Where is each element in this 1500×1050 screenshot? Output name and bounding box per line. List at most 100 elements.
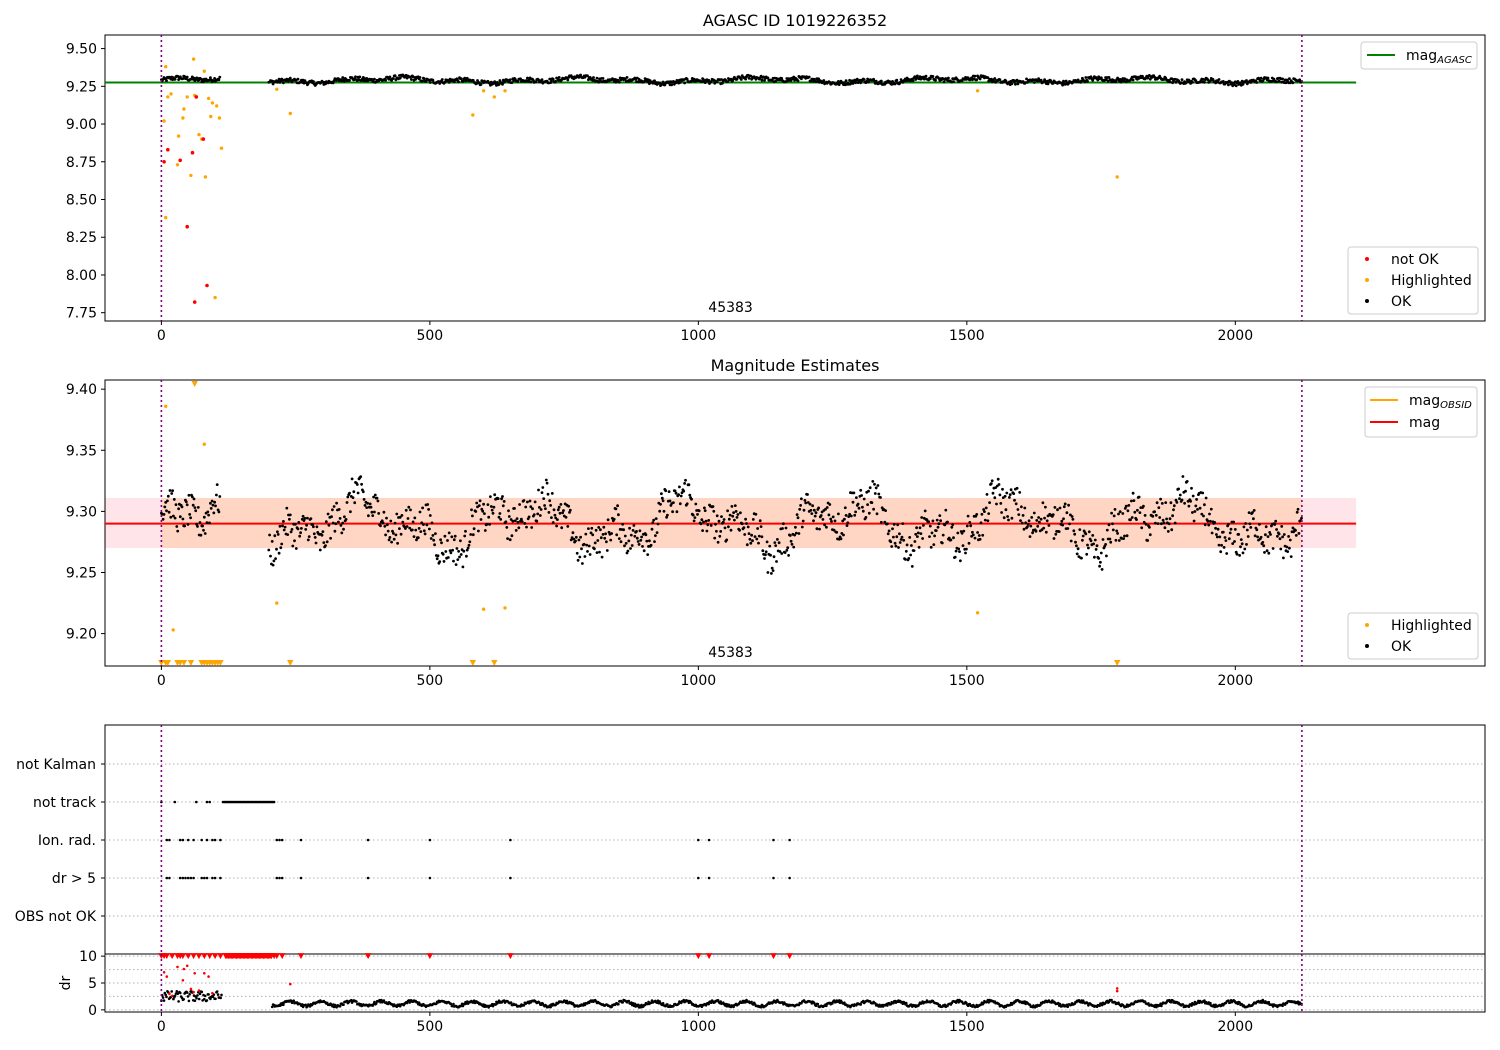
ok-point xyxy=(1099,551,1103,555)
ok-point xyxy=(1094,548,1098,551)
ok-point xyxy=(1019,519,1022,522)
highlighted-point xyxy=(166,95,170,99)
ok-point xyxy=(1063,83,1067,86)
dr-ok-point xyxy=(177,1000,180,1003)
ok-point xyxy=(1251,511,1254,514)
ok-point xyxy=(277,77,281,81)
ok-point xyxy=(1034,529,1038,533)
ok-point xyxy=(596,539,600,542)
ok-point xyxy=(918,526,922,530)
ok-point xyxy=(629,533,633,537)
ok-point xyxy=(1216,527,1220,531)
ok-point xyxy=(1069,539,1073,543)
ok-point xyxy=(1177,487,1180,491)
flag-row-label: not track xyxy=(33,795,97,811)
flag-point-dr5 xyxy=(772,876,775,880)
ok-point xyxy=(928,524,932,528)
ok-point xyxy=(423,532,427,536)
ok-point xyxy=(917,545,921,549)
flag-point-dr5 xyxy=(366,876,370,880)
y-tick-label: 10 xyxy=(79,949,97,965)
flag-point-dr5 xyxy=(178,876,182,880)
ok-point xyxy=(452,538,456,542)
ok-point xyxy=(1209,507,1213,511)
ok-point xyxy=(892,523,896,526)
ok-point xyxy=(617,80,621,84)
ok-point xyxy=(795,513,799,516)
ok-point xyxy=(1046,82,1050,86)
flag-point-ion-rad xyxy=(205,838,209,842)
ok-point xyxy=(1007,518,1010,522)
ok-point xyxy=(658,509,662,513)
ok-point xyxy=(778,550,782,553)
ok-point xyxy=(910,544,913,547)
ok-point xyxy=(722,518,726,521)
ok-point xyxy=(1281,535,1284,539)
ok-point xyxy=(1080,556,1083,560)
ok-point xyxy=(554,79,558,83)
ok-point xyxy=(770,566,774,570)
ok-point xyxy=(750,533,753,537)
ok-point xyxy=(481,509,485,513)
ok-point xyxy=(1271,547,1275,550)
ok-point xyxy=(471,514,474,518)
ok-point xyxy=(348,491,351,495)
ok-point xyxy=(1208,512,1211,516)
ok-point xyxy=(530,526,534,529)
ok-point xyxy=(592,76,595,79)
ok-point xyxy=(745,522,748,525)
ok-point xyxy=(990,479,994,483)
ok-point xyxy=(571,531,575,535)
ok-point xyxy=(529,505,533,509)
ok-point xyxy=(1095,544,1099,548)
ok-point xyxy=(947,76,950,80)
ok-point xyxy=(902,538,906,542)
ok-point xyxy=(446,539,449,542)
ok-point xyxy=(1135,518,1138,521)
dr-ok-point xyxy=(373,1000,376,1004)
ok-point xyxy=(272,559,276,563)
ok-point xyxy=(1246,535,1250,538)
flag-point-ion-rad xyxy=(200,838,203,842)
ok-point xyxy=(1125,534,1129,538)
ok-point xyxy=(875,512,879,516)
ok-point xyxy=(800,77,803,81)
ok-point xyxy=(210,499,214,503)
ok-point xyxy=(677,493,680,497)
ok-point xyxy=(382,510,386,514)
ok-point xyxy=(713,536,717,540)
dr-outlier-point xyxy=(203,972,206,975)
ok-point xyxy=(303,517,307,520)
ok-point xyxy=(1196,508,1199,511)
ok-point xyxy=(993,496,997,500)
ok-point xyxy=(648,539,651,543)
ok-point xyxy=(735,516,739,519)
ok-point xyxy=(270,540,274,543)
ok-point xyxy=(288,517,291,521)
ok-point xyxy=(674,491,678,495)
ok-point xyxy=(772,555,776,559)
ok-point xyxy=(1042,526,1046,530)
ok-point xyxy=(874,486,878,490)
dr-ok-point xyxy=(193,999,197,1002)
dr-ok-point xyxy=(1066,1005,1070,1009)
ok-point xyxy=(671,510,674,514)
ok-point xyxy=(771,569,775,572)
ok-point xyxy=(190,495,194,499)
ok-point xyxy=(526,76,529,80)
ok-point xyxy=(1010,516,1014,520)
ok-point xyxy=(936,525,940,529)
ok-point xyxy=(982,508,985,511)
ok-point xyxy=(780,77,784,80)
ok-point xyxy=(1044,530,1048,534)
ok-point xyxy=(579,535,582,539)
ok-point xyxy=(696,513,699,516)
ok-point xyxy=(1266,535,1270,538)
dr-ok-point xyxy=(408,1001,412,1004)
ok-point xyxy=(459,539,462,543)
ok-point xyxy=(1115,529,1119,533)
ok-point xyxy=(501,504,505,508)
ok-point xyxy=(800,525,804,529)
ok-point xyxy=(709,524,713,527)
ok-point xyxy=(964,551,967,555)
